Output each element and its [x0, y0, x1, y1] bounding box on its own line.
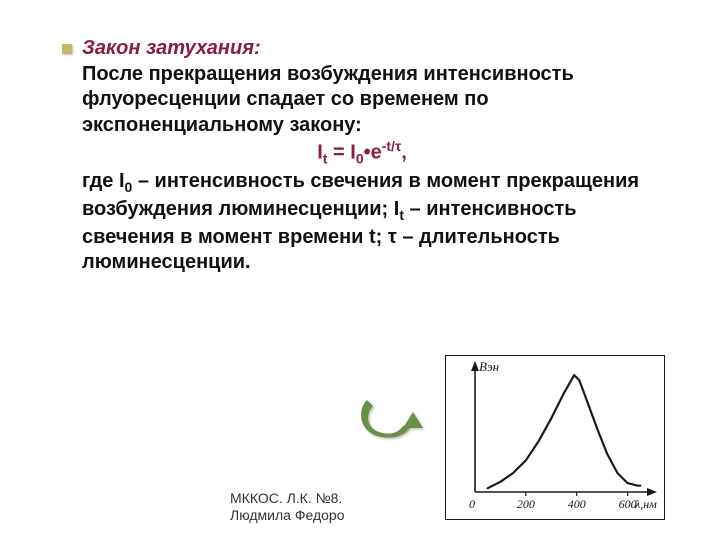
svg-text:Bэн: Bэн — [479, 359, 499, 374]
paragraph-1: После прекращения возбуждения интенсивно… — [82, 63, 574, 136]
svg-text:400: 400 — [568, 497, 586, 511]
svg-text:λ,нм: λ,нм — [634, 497, 657, 511]
svg-text:0: 0 — [469, 497, 475, 511]
footer-text: МККОС. Л.К. №8. Людмила Федоро — [230, 490, 345, 524]
curved-arrow-icon — [355, 390, 425, 445]
paragraph-2: где I0 – интенсивность свечения в момент… — [82, 170, 639, 273]
spectrum-chart: 0 200 400 600 Bэн λ,нм — [445, 355, 665, 520]
svg-text:600: 600 — [619, 497, 637, 511]
svg-text:200: 200 — [517, 497, 535, 511]
formula: It = I0•e-t/τ, — [82, 138, 642, 169]
title: Закон затухания: — [82, 37, 261, 59]
bullet-square — [62, 44, 72, 54]
slide-content: Закон затухания: После прекращения возбу… — [82, 36, 642, 276]
